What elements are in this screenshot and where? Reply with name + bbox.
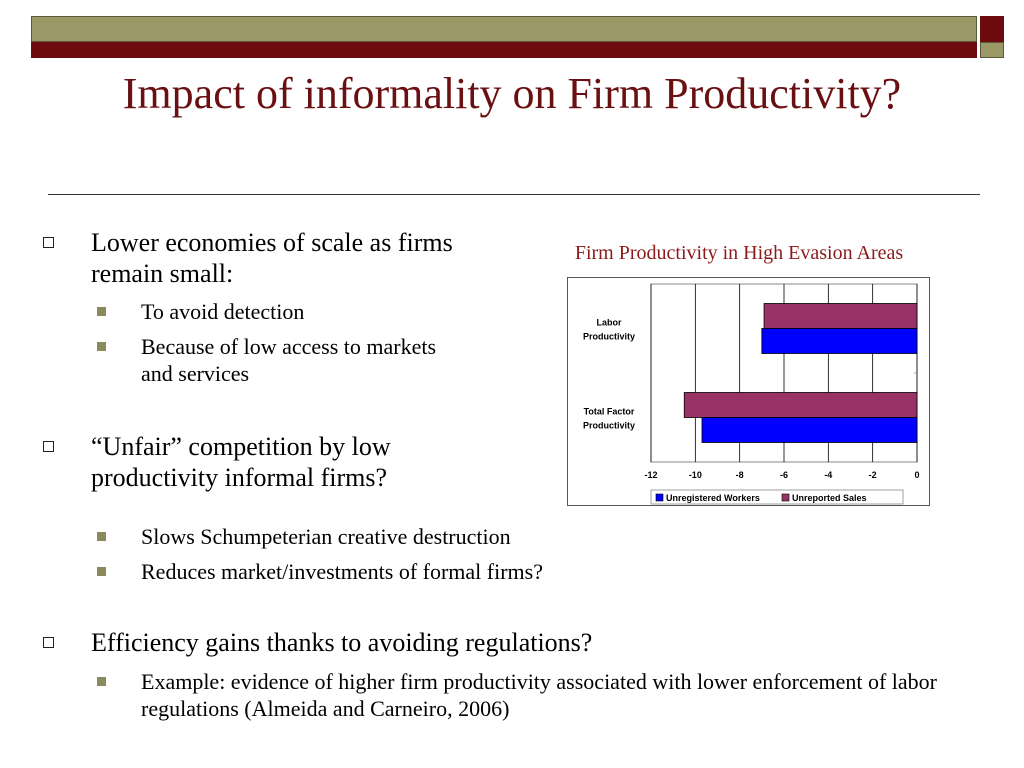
chart-title: Firm Productivity in High Evasion Areas bbox=[574, 242, 904, 264]
bullet-square-icon bbox=[43, 637, 54, 648]
bullet-square-icon bbox=[43, 441, 54, 452]
bar-unregistered-workers bbox=[701, 417, 918, 443]
bullet-2-sub-1: Slows Schumpeterian creative destruction bbox=[97, 523, 941, 550]
sub-bullet-square-icon bbox=[97, 677, 106, 686]
bullet-2-sub-2-text: Reduces market/investments of formal fir… bbox=[141, 559, 543, 584]
bar-unreported-sales bbox=[683, 392, 918, 418]
bullet-2-sub-1-text: Slows Schumpeterian creative destruction bbox=[141, 524, 511, 549]
bullet-3-sub-1-text: Example: evidence of higher firm product… bbox=[141, 669, 937, 721]
header-square-light bbox=[980, 42, 1004, 58]
bullet-2: “Unfair” competition by low productivity… bbox=[43, 431, 501, 493]
bullet-1-sub-2-text: Because of low access to markets and ser… bbox=[141, 334, 437, 386]
chart-svg: -12 -10 -8 -6 -4 -2 0 Labor Productivity Total Fa… bbox=[583, 283, 920, 505]
bullet-3-text: Efficiency gains thanks to avoiding regu… bbox=[91, 628, 593, 657]
x-tick-label: -10 bbox=[689, 470, 702, 480]
bullet-3: Efficiency gains thanks to avoiding regu… bbox=[43, 627, 951, 658]
sub-bullet-square-icon bbox=[97, 532, 106, 541]
category-label: Total Factor Productivity bbox=[583, 407, 635, 431]
bullet-2-text: “Unfair” competition by low productivity… bbox=[91, 432, 391, 492]
header-stripe bbox=[31, 42, 977, 58]
x-tick-label: -6 bbox=[780, 470, 788, 480]
title-divider bbox=[48, 194, 980, 195]
legend-swatch bbox=[655, 493, 664, 502]
bullet-1-sub-2: Because of low access to markets and ser… bbox=[97, 333, 441, 387]
bullet-2-sub-2: Reduces market/investments of formal fir… bbox=[97, 558, 941, 585]
slide-title: Impact of informality on Firm Productivi… bbox=[122, 69, 902, 118]
x-tick-label: -2 bbox=[869, 470, 877, 480]
sub-bullet-square-icon bbox=[97, 342, 106, 351]
x-tick-label: -8 bbox=[736, 470, 744, 480]
legend-label: Unreported Sales bbox=[792, 493, 867, 503]
x-tick-label: -12 bbox=[644, 470, 657, 480]
bullet-3-sub-1: Example: evidence of higher firm product… bbox=[97, 668, 941, 722]
bullet-square-icon bbox=[43, 237, 54, 248]
x-tick-label: -4 bbox=[824, 470, 832, 480]
bullet-1: Lower economies of scale as firms remain… bbox=[43, 227, 501, 289]
header-bar bbox=[31, 16, 977, 42]
sub-bullet-square-icon bbox=[97, 567, 106, 576]
bar-unregistered-workers bbox=[761, 328, 918, 354]
legend-label: Unregistered Workers bbox=[666, 493, 760, 503]
legend-swatch bbox=[781, 493, 790, 502]
bar-unreported-sales bbox=[763, 303, 918, 329]
bullet-1-sub-1: To avoid detection bbox=[97, 298, 521, 325]
bullet-1-text: Lower economies of scale as firms remain… bbox=[91, 228, 453, 288]
category-label: Labor Productivity bbox=[583, 318, 635, 342]
chart: -12 -10 -8 -6 -4 -2 0 Labor Productivity Total Fa… bbox=[567, 277, 930, 506]
x-tick-label: 0 bbox=[914, 470, 919, 480]
legend bbox=[650, 489, 904, 505]
bullet-1-sub-1-text: To avoid detection bbox=[141, 299, 305, 324]
header-square-dark bbox=[980, 16, 1004, 42]
sub-bullet-square-icon bbox=[97, 307, 106, 316]
